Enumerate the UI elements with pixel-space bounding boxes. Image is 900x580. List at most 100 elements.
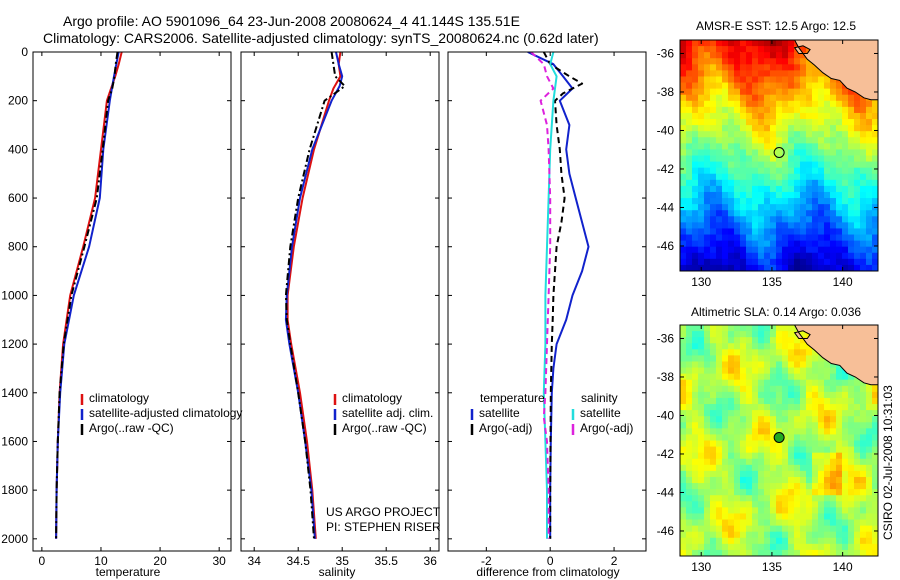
- map-cell: [734, 331, 741, 338]
- map-cell: [758, 416, 765, 423]
- map-cell: [842, 155, 849, 163]
- map-cell: [812, 143, 819, 151]
- map-cell: [746, 246, 753, 254]
- map-cell: [722, 106, 729, 114]
- map-cell: [866, 422, 873, 429]
- map-cell: [734, 246, 741, 254]
- map-cell: [860, 434, 867, 442]
- map-cell: [818, 82, 825, 90]
- map-cell: [698, 94, 705, 102]
- map-cell: [860, 234, 867, 242]
- map-cell: [716, 40, 723, 47]
- map-cell: [812, 204, 819, 211]
- map-cell: [842, 228, 849, 236]
- map-cell: [800, 410, 807, 417]
- map-cell: [776, 483, 783, 490]
- map-cell: [776, 222, 783, 230]
- map-cell: [842, 119, 849, 126]
- map-cell: [776, 204, 783, 211]
- map-cell: [776, 495, 783, 502]
- map-cell: [854, 543, 861, 551]
- map-cell: [782, 446, 789, 454]
- map-cell: [830, 385, 837, 393]
- map-cell: [794, 543, 801, 551]
- map-cell: [788, 343, 795, 350]
- map-cell: [692, 464, 699, 472]
- map-cell: [764, 216, 771, 223]
- map-cell: [788, 234, 795, 242]
- map-cell: [830, 179, 837, 187]
- map-cell: [740, 258, 747, 266]
- map-cell: [836, 549, 843, 556]
- map-cell: [692, 331, 699, 338]
- map-cell: [680, 416, 687, 423]
- map-cell: [722, 349, 729, 356]
- map-cell: [812, 416, 819, 423]
- map-cell: [812, 234, 819, 242]
- map-cell: [830, 470, 837, 478]
- map-cell: [848, 88, 855, 96]
- map-cell: [758, 434, 765, 442]
- map-cell: [740, 422, 747, 429]
- map-cell: [686, 470, 693, 478]
- map-cell: [728, 161, 735, 169]
- map-cell: [680, 137, 687, 144]
- map-cell: [824, 495, 831, 502]
- map-cell: [842, 446, 849, 454]
- map-cell: [812, 501, 819, 508]
- map-cell: [854, 94, 861, 102]
- map-cell: [854, 252, 861, 260]
- map-cell: [824, 379, 831, 387]
- map-cell: [680, 507, 687, 515]
- map-cell: [734, 476, 741, 484]
- map-cell: [836, 501, 843, 508]
- map-cell: [866, 476, 873, 484]
- map-cell: [812, 434, 819, 442]
- map-cell: [728, 234, 735, 242]
- map-cell: [770, 46, 777, 53]
- map-cell: [710, 379, 717, 387]
- legend-group-heading: temperature: [480, 391, 545, 405]
- map-cell: [788, 331, 795, 338]
- map-cell: [818, 234, 825, 242]
- map-cell: [848, 513, 855, 521]
- map-cell: [716, 143, 723, 151]
- map-y-tick-label: -42: [657, 447, 675, 461]
- map-cell: [764, 155, 771, 163]
- map-y-tick-label: -40: [657, 123, 675, 137]
- map-cell: [818, 385, 825, 393]
- map-cell: [776, 391, 783, 399]
- map-cell: [752, 476, 759, 484]
- map-cell: [704, 476, 711, 484]
- map-cell: [800, 391, 807, 399]
- map-cell: [818, 106, 825, 114]
- map-cell: [824, 112, 831, 120]
- map-cell: [842, 131, 849, 138]
- map-cell: [704, 422, 711, 429]
- map-cell: [722, 82, 729, 90]
- x-tick-label: 35.5: [375, 554, 399, 568]
- map-cell: [728, 325, 735, 332]
- map-cell: [752, 397, 759, 405]
- map-cell: [680, 246, 687, 254]
- map-cell: [686, 452, 693, 460]
- map-cell: [764, 428, 771, 436]
- map-cell: [812, 106, 819, 114]
- map-cell: [680, 210, 687, 217]
- map-cell: [830, 155, 837, 163]
- map-cell: [770, 112, 777, 120]
- map-cell: [698, 397, 705, 405]
- x-tick-label: 34.5: [287, 554, 311, 568]
- map-cell: [752, 246, 759, 254]
- map-cell: [800, 519, 807, 527]
- map-cell: [788, 434, 795, 442]
- map-cell: [782, 343, 789, 350]
- map-cell: [872, 483, 878, 490]
- map-cell: [848, 173, 855, 181]
- map-cell: [806, 470, 813, 478]
- map-cell: [686, 416, 693, 423]
- map-cell: [788, 131, 795, 138]
- map-cell: [812, 428, 819, 436]
- series-line-satellite-adjusted-climatology-1: [55, 52, 120, 539]
- map-cell: [794, 385, 801, 393]
